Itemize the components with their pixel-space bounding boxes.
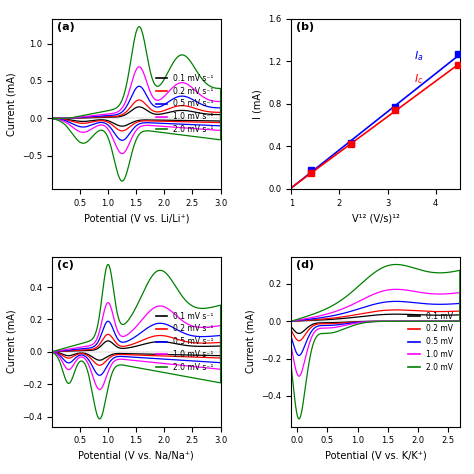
Y-axis label: Current (mA): Current (mA) xyxy=(246,310,256,374)
X-axis label: Potential (V vs. Li/Li⁺): Potential (V vs. Li/Li⁺) xyxy=(83,213,189,223)
Y-axis label: Current (mA): Current (mA) xyxy=(7,310,17,374)
Y-axis label: Current (mA): Current (mA) xyxy=(7,72,17,136)
Text: (b): (b) xyxy=(296,22,315,32)
Text: (d): (d) xyxy=(296,260,315,270)
Text: $I_c$: $I_c$ xyxy=(414,73,423,86)
Legend: 0.1 mV s⁻¹, 0.2 mV s⁻¹, 0.5 mV s⁻¹, 1.0 mV s⁻¹, 2.0 mV s⁻¹: 0.1 mV s⁻¹, 0.2 mV s⁻¹, 0.5 mV s⁻¹, 1.0 … xyxy=(153,309,217,375)
Legend: 0.1 mV, 0.2 mV, 0.5 mV, 1.0 mV, 2.0 mV: 0.1 mV, 0.2 mV, 0.5 mV, 1.0 mV, 2.0 mV xyxy=(405,309,456,375)
Text: $I_a$: $I_a$ xyxy=(414,49,424,63)
Legend: 0.1 mV s⁻¹, 0.2 mV s⁻¹, 0.5 mV s⁻¹, 1.0 mV s⁻¹, 2.0 mV s⁻¹: 0.1 mV s⁻¹, 0.2 mV s⁻¹, 0.5 mV s⁻¹, 1.0 … xyxy=(153,71,217,137)
Text: (a): (a) xyxy=(57,22,75,32)
X-axis label: V¹² (V/s)¹²: V¹² (V/s)¹² xyxy=(352,213,400,223)
X-axis label: Potential (V vs. K/K⁺): Potential (V vs. K/K⁺) xyxy=(325,451,427,461)
Text: (c): (c) xyxy=(57,260,74,270)
X-axis label: Potential (V vs. Na/Na⁺): Potential (V vs. Na/Na⁺) xyxy=(79,451,194,461)
Y-axis label: I (mA): I (mA) xyxy=(253,89,263,119)
